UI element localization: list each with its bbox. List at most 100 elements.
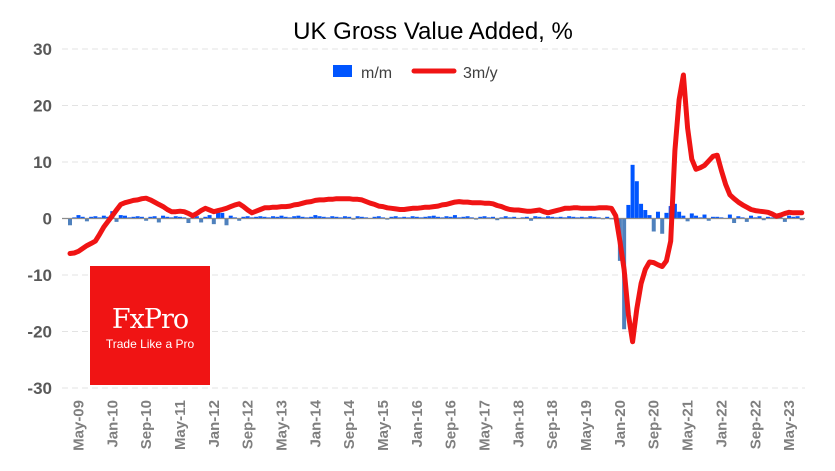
mm-bar	[461, 216, 466, 219]
mm-bar	[533, 216, 538, 219]
mm-bar	[630, 164, 635, 219]
mm-bar	[89, 216, 94, 219]
mm-bar	[795, 216, 800, 219]
mm-bar	[161, 215, 166, 219]
mm-bar	[283, 216, 288, 219]
mm-bar	[545, 216, 550, 219]
x-tick-label: Sep-20	[646, 400, 663, 449]
mm-bar	[321, 216, 326, 219]
mm-bar	[241, 216, 246, 219]
legend-swatch-mm	[333, 65, 352, 77]
mm-bar	[152, 216, 157, 219]
mm-bar	[144, 218, 149, 221]
x-tick-label: May-09	[70, 400, 87, 451]
mm-bar	[787, 215, 792, 219]
y-tick-label: 30	[33, 40, 52, 59]
mm-bar	[313, 215, 318, 219]
x-tick-label: Jan-16	[409, 400, 426, 448]
x-tick-label: Sep-14	[341, 399, 358, 449]
mm-bar	[567, 216, 572, 219]
mm-bar	[524, 216, 529, 219]
mm-bar	[135, 216, 140, 219]
x-tick-label: Sep-18	[544, 400, 561, 449]
mm-bar	[715, 216, 720, 219]
mm-bar	[571, 216, 576, 219]
mm-bar	[694, 215, 699, 219]
mm-bar	[427, 216, 432, 219]
mm-bar	[228, 215, 233, 219]
mm-bar	[93, 216, 98, 219]
mm-bar	[402, 216, 407, 219]
mm-bar	[761, 218, 766, 221]
mm-bar	[76, 215, 81, 219]
mm-bar	[296, 215, 301, 219]
mm-bar	[156, 218, 161, 223]
mm-bar	[651, 218, 656, 232]
legend-label-3my: 3m/y	[463, 65, 498, 82]
mm-bar	[791, 216, 796, 219]
mm-bar	[689, 213, 694, 219]
y-tick-label: 0	[43, 210, 52, 229]
mm-bar	[84, 218, 89, 222]
mm-bar	[292, 216, 297, 219]
mm-bar	[245, 216, 250, 219]
mm-bar	[655, 211, 660, 219]
mm-bar	[148, 216, 153, 219]
mm-bar	[512, 216, 517, 219]
mm-bar	[478, 216, 483, 219]
mm-bar	[139, 216, 144, 219]
logo-tagline: Trade Like a Pro	[105, 337, 195, 351]
mm-bar	[685, 218, 690, 222]
mm-bar	[389, 216, 394, 219]
mm-bar	[237, 218, 242, 221]
x-tick-label: May-23	[781, 400, 798, 451]
mm-bar	[706, 218, 711, 221]
x-tick-label: May-21	[680, 400, 697, 451]
mm-bar	[410, 216, 415, 219]
mm-bar	[414, 216, 419, 219]
mm-bar	[317, 216, 322, 219]
mm-bar	[271, 216, 276, 219]
x-tick-label: May-13	[274, 400, 291, 451]
mm-bar	[224, 218, 229, 226]
x-tick-label: Jan-10	[104, 400, 121, 448]
mm-bar	[744, 218, 749, 222]
x-tick-label: Jan-22	[713, 400, 730, 448]
mm-bar	[558, 216, 563, 219]
x-tick-label: May-17	[477, 400, 494, 451]
mm-bar	[660, 218, 665, 234]
mm-bar	[300, 216, 305, 219]
mm-bar	[254, 216, 259, 219]
fxpro-logo: FxPro Trade Like a Pro	[90, 266, 210, 385]
legend: m/m 3m/y	[333, 65, 498, 82]
x-tick-label: Sep-12	[240, 400, 257, 449]
x-tick-label: Sep-10	[138, 400, 155, 449]
x-tick-label: May-15	[375, 400, 392, 451]
y-tick-label: -20	[27, 323, 52, 342]
mm-bar	[749, 215, 754, 219]
mm-bar	[355, 216, 360, 219]
mm-bar	[736, 216, 741, 219]
y-tick-label: -10	[27, 266, 52, 285]
x-tick-label: Jan-20	[612, 400, 629, 448]
mm-bar	[262, 216, 267, 219]
mm-bar	[710, 216, 715, 219]
mm-bar	[444, 216, 449, 219]
mm-bar	[342, 216, 347, 219]
y-tick-label: -30	[27, 379, 52, 398]
mm-bar	[529, 218, 534, 221]
x-axis: May-09 Jan-10 Sep-10 May-11 Jan-12 Sep-12 May-…	[70, 399, 798, 451]
mm-bar	[537, 216, 542, 219]
mm-bar	[173, 216, 178, 219]
mm-bar	[68, 218, 72, 226]
mm-bar	[186, 218, 191, 224]
mm-bar	[347, 216, 352, 219]
mm-bar	[782, 218, 787, 222]
mm-bar	[672, 203, 677, 219]
mm-bar	[732, 218, 737, 224]
mm-bar	[131, 216, 136, 219]
mm-bar	[482, 216, 487, 219]
mm-bar	[550, 216, 555, 219]
mm-bar	[165, 216, 170, 219]
